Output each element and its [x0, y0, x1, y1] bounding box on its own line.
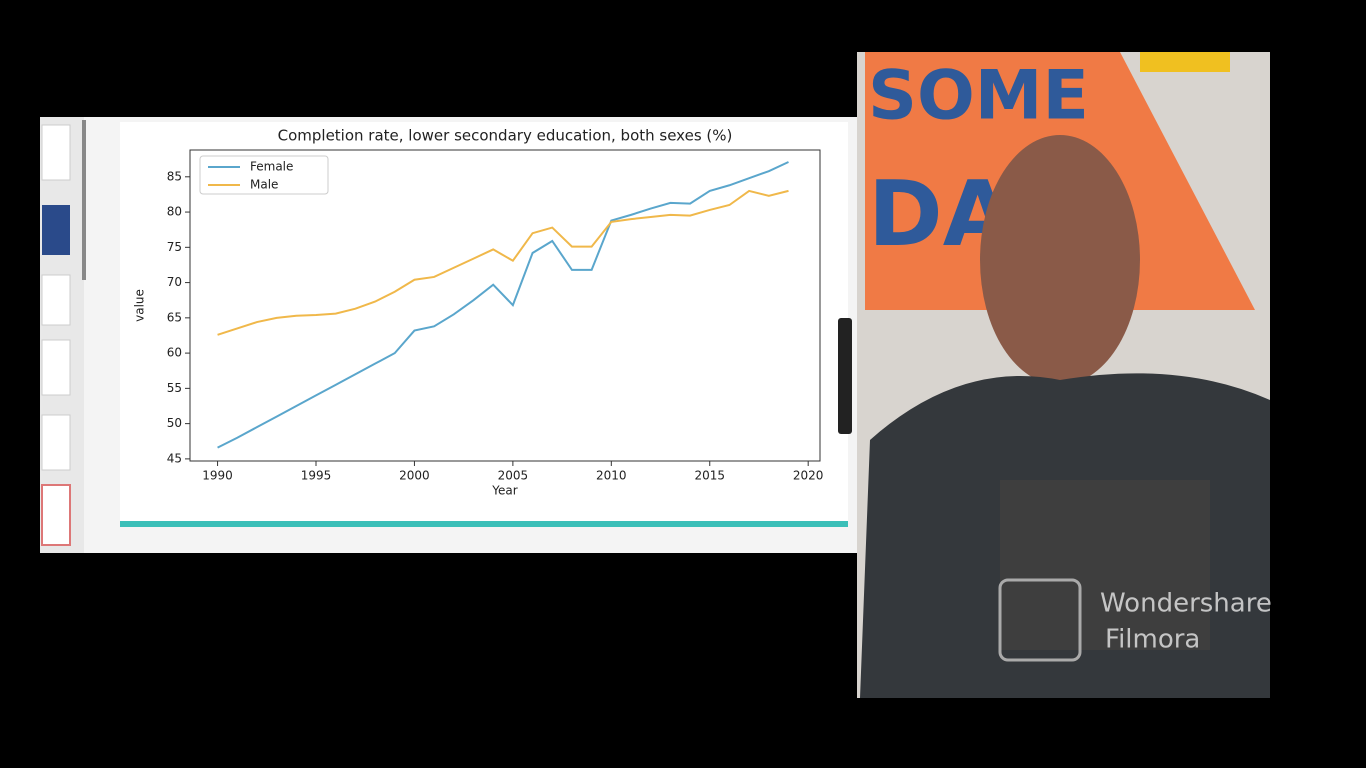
thumbnail-strip: [40, 117, 84, 553]
x-axis-label: Year: [491, 484, 517, 498]
thumbnail[interactable]: [41, 124, 71, 181]
legend-label: Female: [250, 160, 293, 174]
chart: Completion rate, lower secondary educati…: [133, 127, 824, 498]
thumbnail[interactable]: [41, 339, 71, 396]
watermark-logo: [998, 578, 1082, 662]
x-tick-label: 1990: [202, 469, 233, 483]
chart-title: Completion rate, lower secondary educati…: [278, 127, 733, 145]
legend-label: Male: [250, 178, 278, 192]
x-tick-label: 2020: [793, 469, 824, 483]
y-tick-label: 75: [167, 240, 182, 254]
watermark: Wondershare: [1100, 589, 1272, 619]
x-tick-label: 2010: [596, 469, 627, 483]
y-tick-label: 50: [167, 416, 182, 430]
y-tick-label: 45: [167, 451, 182, 465]
y-tick-label: 80: [167, 205, 182, 219]
webcam: SOME DA Wondershare Filmora: [857, 52, 1272, 698]
thumbnail[interactable]: [42, 205, 70, 255]
y-tick-label: 65: [167, 310, 182, 324]
x-tick-label: 2015: [694, 469, 725, 483]
backdrop-shape: [1140, 52, 1230, 72]
thumbnail[interactable]: [41, 414, 71, 471]
y-tick-label: 85: [167, 169, 182, 183]
y-tick-label: 70: [167, 275, 182, 289]
y-tick-label: 55: [167, 381, 182, 395]
shirt-print: [1000, 480, 1210, 650]
plot-frame: [189, 149, 821, 462]
watermark: Filmora: [1105, 625, 1200, 655]
backdrop-text: SOME: [868, 57, 1089, 136]
thumbnail-selected[interactable]: [41, 484, 71, 546]
thumbnail[interactable]: [41, 274, 71, 326]
data-line: [217, 161, 789, 449]
scrollbar[interactable]: [82, 120, 86, 280]
x-tick-label: 2005: [498, 469, 529, 483]
data-line: [217, 189, 789, 336]
y-axis-label: value: [133, 289, 147, 322]
x-tick-label: 2000: [399, 469, 430, 483]
slide-accent: [120, 521, 848, 527]
toolbar[interactable]: [838, 318, 852, 434]
person-head: [980, 135, 1140, 385]
y-tick-label: 60: [167, 346, 182, 360]
x-tick-label: 1995: [301, 469, 332, 483]
